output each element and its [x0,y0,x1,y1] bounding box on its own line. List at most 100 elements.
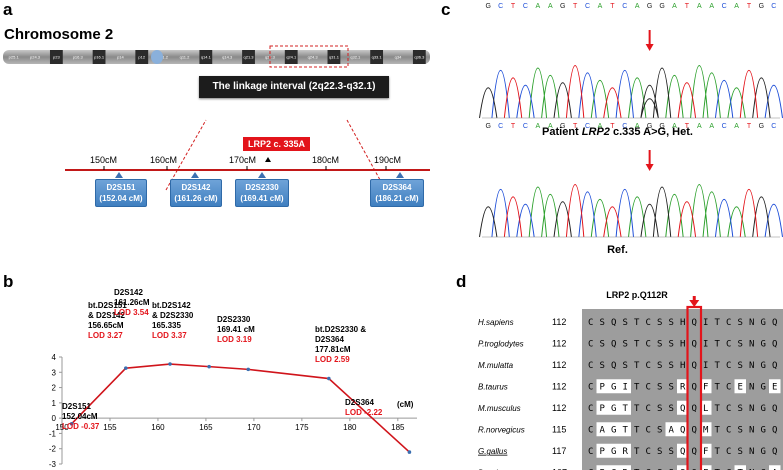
base-call: G [560,3,565,10]
base-call: C [523,123,528,130]
base-call: C [498,3,503,10]
chromosome-band-label: p16.1 [94,55,105,60]
annotation-text: 161.26cM [114,298,150,307]
residue: N [749,318,754,328]
residue: C [726,404,731,414]
base-call: T [747,3,752,10]
residue: T [715,468,721,470]
patient-caption: Patient LRP2 c.335 A>G, Het. [452,126,783,138]
residue: S [600,318,605,328]
chromatogram-trace [528,65,746,119]
residue-cell [619,443,631,458]
residue: Q [680,404,685,414]
marker-d2s364: D2S364 (186.21 cM) [370,179,424,207]
x-tick-label: 160 [151,423,165,432]
residue: C [588,339,593,349]
residue: C [726,339,731,349]
residue: S [738,447,743,457]
chromosome-band [327,50,341,64]
residue-cell [596,465,608,470]
residue: S [623,339,628,349]
chromosome-band-label: q21.3 [244,55,255,60]
residue: G [761,382,766,392]
chromosome-band [92,50,106,64]
residue: N [749,382,754,392]
residue: G [761,447,766,457]
marker-d2s2330: D2S2330 (169.41 cM) [235,179,289,207]
residue-number: 112 [552,317,566,327]
residue: Q [611,339,616,349]
residue: T [623,404,629,414]
base-call: A [548,123,553,130]
residue: S [738,425,743,435]
residue: N [749,404,754,414]
annotation-lod: LOD 3.27 [88,331,123,340]
reference-caption: Ref. [607,244,628,256]
marker-pos: (186.21 cM) [375,194,419,203]
chromatogram-trace [491,69,783,119]
residue: Q [611,361,616,371]
residue: I [703,318,708,328]
residue: G [611,404,616,414]
base-call: C [622,123,627,130]
residue: Q [680,447,685,457]
y-tick-label: -2 [49,445,57,454]
chromosome-band-label: q14.1 [201,55,212,60]
residue-cell [677,465,689,470]
residue: C [726,361,731,371]
base-call: A [734,3,739,10]
base-call: A [709,3,714,10]
base-call: C [498,123,503,130]
residue: C [588,361,593,371]
residue: S [669,339,674,349]
chromosome-band-label: q36.3 [414,55,425,60]
base-call: A [709,123,714,130]
chromatogram-trace [503,65,759,119]
residue: C [726,382,731,392]
base-call: C [622,3,627,10]
residue: C [588,318,593,328]
lod-data-point [327,376,331,381]
base-call: G [659,3,664,10]
residue: C [646,361,651,371]
chromosome-band [370,50,384,64]
marker-pos: (152.04 cM) [99,194,143,203]
residue: T [634,404,640,414]
base-call: T [685,3,690,10]
residue: G [761,425,766,435]
residue: C [726,425,731,435]
base-call: A [548,3,553,10]
annotation-lod: LOD 2.59 [315,355,350,364]
residue-number: 107 [552,467,567,470]
residue: N [749,447,754,457]
residue-cell [619,400,631,415]
residue: C [646,318,651,328]
y-tick-label: 3 [52,368,57,377]
residue: F [703,382,708,392]
residue: T [623,425,629,435]
residue-cell [608,400,620,415]
base-call: A [672,123,677,130]
annotation-text: D2S151 [62,402,91,411]
residue: T [634,468,640,470]
residue: E [772,382,777,392]
residue: F [703,447,708,457]
chromosome-band-label: p11.2 [158,55,168,60]
residue: S [600,361,605,371]
chromosome-band-label: p12 [138,55,145,60]
residue: C [726,447,731,457]
residue: T [634,318,640,328]
residue-cell [734,379,746,394]
residue: P [600,382,606,392]
chromatogram-trace [528,184,746,238]
annotation-text: & D2S142 [88,311,125,320]
annotation-text: D2S2330 [217,315,251,324]
chromosome-band-label: q32.1 [350,55,361,60]
residue-number: 112 [552,360,566,370]
residue: Q [772,447,777,457]
residue: Q [692,425,697,435]
annotation-text: D2S364 [345,398,374,407]
